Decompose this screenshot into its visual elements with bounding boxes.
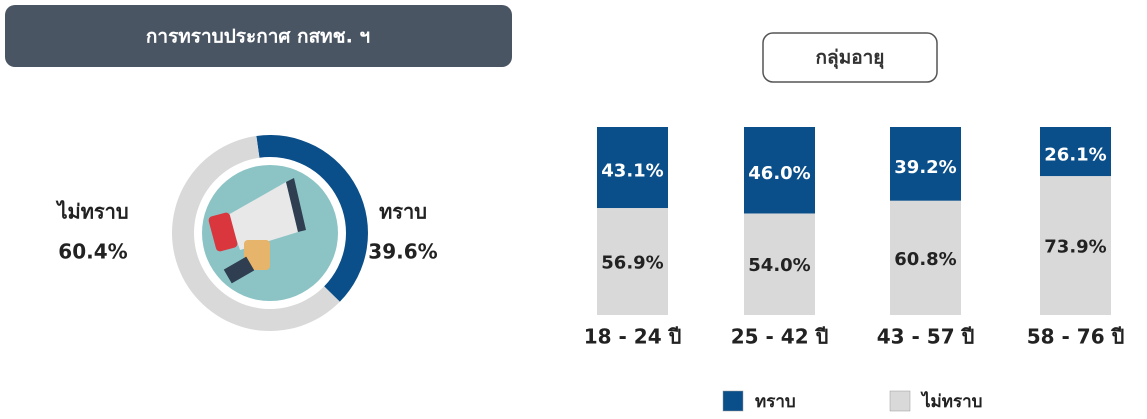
megaphone-icon <box>202 165 338 301</box>
bar-segment <box>890 127 961 201</box>
pie-segment <box>171 135 340 331</box>
bar-value-label: 46.0% <box>748 163 810 184</box>
bar-value-label: 60.8% <box>894 249 956 270</box>
legend-swatch <box>722 390 744 412</box>
legend-swatch <box>889 390 911 412</box>
x-tick-label: 43 - 57 ปี <box>877 325 975 349</box>
age-box <box>762 32 938 83</box>
pie-chart: ทราบ 39.6% ไม่ทราบ 60.4% <box>55 135 438 331</box>
segment-label: ไม่ทราบ <box>55 200 128 224</box>
legend-label: ทราบ <box>755 392 796 412</box>
bar-segment <box>890 200 961 315</box>
segment-label: ทราบ <box>379 200 427 224</box>
bar-value-label: 73.9% <box>1044 237 1106 258</box>
x-tick-label: 25 - 42 ปี <box>731 325 829 349</box>
bar-value-label: 39.2% <box>894 157 956 178</box>
legend-label: ไม่ทราบ <box>920 391 982 412</box>
bar-segment <box>1040 176 1111 315</box>
bar-segment <box>597 208 668 315</box>
bar-segment <box>597 127 668 209</box>
bar-segment <box>744 213 815 315</box>
segment-value: 60.4% <box>58 240 127 264</box>
x-tick-label: 18 - 24 ปี <box>584 325 682 349</box>
bar-value-label: 56.9% <box>601 253 663 274</box>
bar-value-label: 54.0% <box>748 255 810 276</box>
bar-value-label: 43.1% <box>601 161 663 182</box>
bar-title: กลุ่มอายุ <box>816 47 885 70</box>
pie-title: การทราบประกาศ กสทช. ฯ <box>146 26 370 48</box>
header-box <box>5 5 512 67</box>
bar-value-label: 26.1% <box>1044 145 1106 166</box>
x-tick-label: 58 - 76 ปี <box>1027 325 1125 349</box>
bar-chart: 56.9% 43.1% 18 - 24 ปี 54.0% 46.0% 25 - 42 ปี… <box>584 127 1125 412</box>
segment-value: 39.6% <box>368 240 437 264</box>
pie-segment <box>256 135 368 302</box>
bar-segment <box>1040 127 1111 177</box>
bar-segment <box>744 127 815 214</box>
